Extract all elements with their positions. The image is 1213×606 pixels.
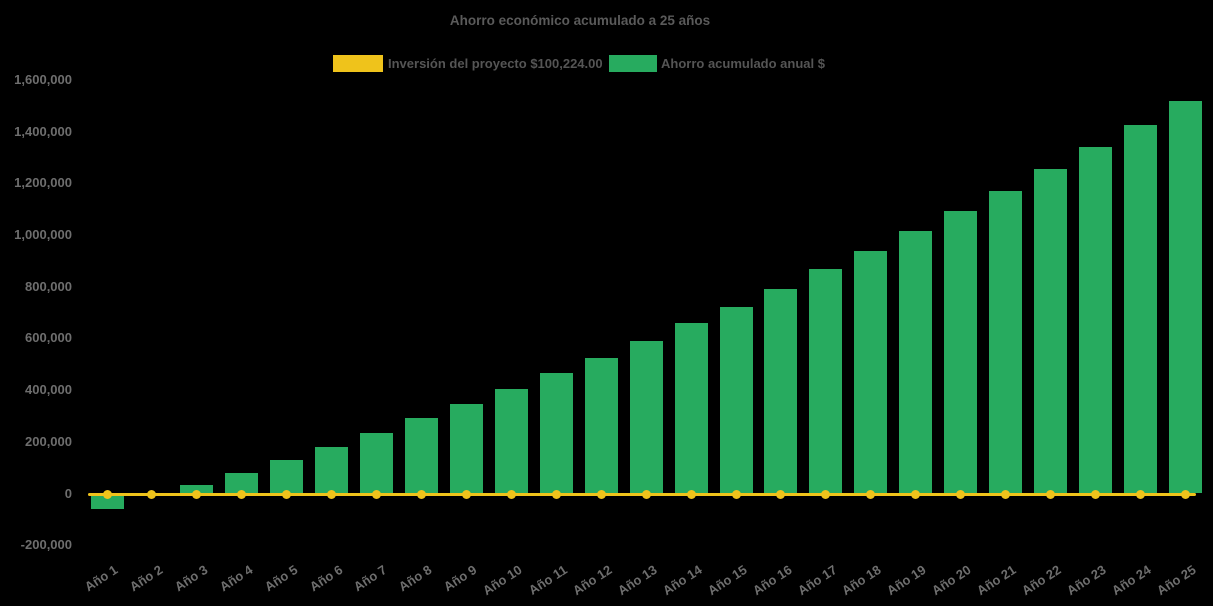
investment-line-marker bbox=[866, 489, 876, 499]
x-tick-label: Año 11 bbox=[525, 562, 570, 598]
bar-ano-25 bbox=[1168, 100, 1202, 493]
bar-ano-24 bbox=[1123, 124, 1157, 493]
x-tick-label: Año 24 bbox=[1109, 562, 1154, 599]
bar-ano-10 bbox=[494, 389, 528, 493]
bar-ano-18 bbox=[854, 250, 888, 493]
investment-line-marker bbox=[192, 489, 202, 499]
y-tick-label: 200,000 bbox=[25, 433, 72, 449]
bar-ano-13 bbox=[629, 341, 663, 493]
bar-ano-1 bbox=[90, 493, 124, 509]
bar-ano-17 bbox=[809, 268, 843, 493]
x-tick-label: Año 18 bbox=[839, 562, 884, 599]
x-tick-label: Año 7 bbox=[351, 562, 390, 595]
y-tick-label: 1,000,000 bbox=[14, 227, 72, 243]
x-tick-label: Año 10 bbox=[480, 562, 525, 599]
investment-line-marker bbox=[956, 489, 966, 499]
bar-ano-12 bbox=[584, 358, 618, 493]
x-tick-label: Año 17 bbox=[794, 562, 840, 599]
x-tick-label: Año 5 bbox=[261, 562, 300, 595]
investment-line-marker bbox=[282, 489, 292, 499]
x-tick-label: Año 16 bbox=[749, 562, 795, 599]
x-tick-label: Año 21 bbox=[974, 562, 1019, 599]
x-tick-label: Año 13 bbox=[614, 562, 660, 599]
bar-ano-21 bbox=[989, 190, 1023, 493]
investment-line-marker bbox=[506, 489, 516, 499]
x-tick-label: Año 3 bbox=[171, 562, 211, 595]
x-tick-label: Año 9 bbox=[441, 562, 480, 595]
x-tick-label: Año 15 bbox=[704, 562, 750, 599]
x-tick-label: Año 22 bbox=[1019, 562, 1064, 599]
x-tick-label: Año 8 bbox=[396, 562, 435, 595]
investment-line-marker bbox=[237, 489, 247, 499]
y-tick-label: 400,000 bbox=[25, 382, 72, 398]
y-tick-label: 600,000 bbox=[25, 330, 72, 346]
investment-line-marker bbox=[372, 489, 382, 499]
x-tick-label: Año 6 bbox=[306, 562, 345, 595]
investment-line-marker bbox=[102, 489, 112, 499]
bar-ano-14 bbox=[674, 322, 708, 493]
bar-ano-23 bbox=[1078, 146, 1112, 493]
investment-line-marker bbox=[1180, 489, 1190, 499]
bar-ano-3 bbox=[180, 484, 214, 493]
bar-ano-20 bbox=[944, 211, 978, 493]
legend-swatch-inversion bbox=[333, 55, 383, 72]
bar-ano-7 bbox=[360, 433, 394, 493]
investment-line-marker bbox=[1090, 489, 1100, 499]
legend-label-inversion: Inversión del proyecto $100,224.00 bbox=[388, 56, 603, 71]
investment-line-marker bbox=[1135, 489, 1145, 499]
investment-line-marker bbox=[417, 489, 426, 499]
bar-ano-19 bbox=[899, 230, 933, 493]
y-tick-label: 0 bbox=[64, 485, 72, 501]
x-tick-label: Año 4 bbox=[216, 562, 255, 595]
legend-label-ahorro: Ahorro acumulado anual $ bbox=[661, 56, 825, 71]
investment-line-marker bbox=[551, 489, 561, 499]
bar-ano-8 bbox=[405, 418, 438, 493]
investment-line-marker bbox=[1046, 489, 1056, 499]
x-tick-label: Año 19 bbox=[884, 562, 929, 599]
bar-ano-6 bbox=[315, 446, 349, 493]
y-tick-label: -200,000 bbox=[20, 537, 72, 553]
bar-ano-16 bbox=[764, 289, 798, 493]
y-tick-label: 1,400,000 bbox=[14, 123, 72, 139]
x-tick-label: Año 14 bbox=[659, 562, 705, 599]
investment-line-marker bbox=[911, 489, 921, 499]
x-tick-label: Año 23 bbox=[1064, 562, 1109, 599]
investment-line-marker bbox=[686, 489, 696, 499]
x-tick-label: Año 2 bbox=[126, 562, 166, 595]
bar-ano-4 bbox=[225, 473, 259, 493]
bar-ano-5 bbox=[270, 459, 304, 493]
investment-line-marker bbox=[147, 489, 157, 499]
y-tick-label: 1,200,000 bbox=[14, 175, 72, 191]
investment-line-marker bbox=[776, 489, 786, 499]
investment-line-marker bbox=[821, 489, 831, 499]
investment-line-marker bbox=[731, 489, 741, 499]
bar-ano-15 bbox=[719, 306, 753, 493]
y-tick-label: 1,600,000 bbox=[14, 72, 72, 87]
x-tick-label: Año 12 bbox=[569, 562, 615, 599]
x-tick-label: Año 25 bbox=[1153, 562, 1199, 599]
investment-line-marker bbox=[1001, 489, 1011, 499]
bar-ano-9 bbox=[449, 404, 483, 493]
x-tick-label: Año 20 bbox=[929, 562, 974, 599]
y-tick-label: 800,000 bbox=[25, 278, 72, 294]
investment-line-marker bbox=[596, 489, 606, 499]
investment-line-marker bbox=[327, 489, 337, 499]
investment-line-marker bbox=[641, 489, 651, 499]
bar-ano-22 bbox=[1034, 168, 1068, 493]
x-tick-label: Año 1 bbox=[81, 562, 121, 595]
chart-title: Ahorro económico acumulado a 25 años bbox=[449, 13, 711, 28]
bar-ano-11 bbox=[539, 373, 573, 493]
legend-swatch-ahorro bbox=[609, 55, 657, 72]
investment-line-marker bbox=[461, 489, 471, 499]
